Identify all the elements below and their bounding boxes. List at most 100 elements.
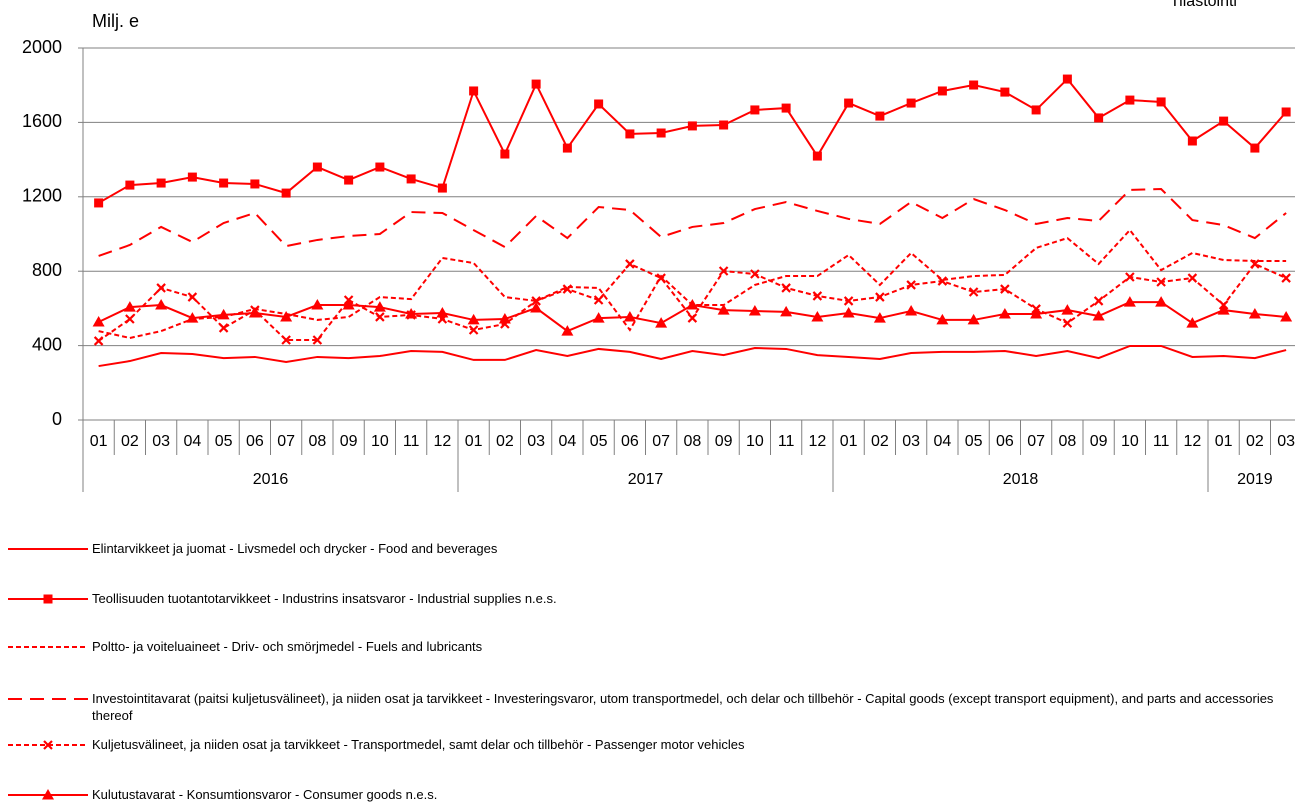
marker xyxy=(217,308,230,320)
marker xyxy=(405,307,418,319)
series-line xyxy=(98,187,1287,257)
marker xyxy=(594,99,604,109)
marker xyxy=(998,307,1011,319)
marker xyxy=(42,789,54,800)
marker xyxy=(780,305,793,317)
marker xyxy=(1000,284,1010,294)
marker xyxy=(500,149,510,159)
marker xyxy=(43,740,53,750)
marker xyxy=(373,301,386,312)
marker xyxy=(467,313,480,325)
marker xyxy=(530,302,543,313)
marker xyxy=(687,121,697,131)
x-tick-label: 04 xyxy=(183,433,201,450)
marker xyxy=(1092,310,1105,321)
x-tick-label: 03 xyxy=(902,433,920,450)
x-tick-label: 01 xyxy=(840,433,858,450)
marker xyxy=(218,323,229,333)
marker xyxy=(718,266,729,276)
marker xyxy=(969,80,979,90)
legend-label: Kuljetusvälineet, ja niiden osat ja tarv… xyxy=(92,737,745,752)
year-label: 2016 xyxy=(253,471,289,488)
marker xyxy=(125,314,135,324)
x-tick-label: 10 xyxy=(1121,433,1139,450)
marker xyxy=(655,317,668,328)
marker xyxy=(623,310,636,322)
marker xyxy=(1031,105,1041,115)
marker xyxy=(1248,307,1261,319)
legend-label: Teollisuuden tuotantotarvikkeet - Indust… xyxy=(92,591,557,606)
marker xyxy=(219,178,229,188)
marker xyxy=(844,98,854,108)
marker xyxy=(1093,296,1104,306)
x-tick-label: 02 xyxy=(1246,433,1264,450)
marker xyxy=(1281,273,1291,283)
marker xyxy=(1125,95,1135,105)
marker xyxy=(281,188,291,198)
x-tick-label: 08 xyxy=(308,433,326,450)
marker xyxy=(592,312,605,323)
marker xyxy=(248,307,261,318)
marker xyxy=(187,172,197,182)
marker xyxy=(187,292,198,302)
marker xyxy=(186,312,199,323)
marker xyxy=(1155,296,1168,307)
y-tick-label: 400 xyxy=(32,334,62,354)
corner-text: Tilastointi xyxy=(1170,0,1237,10)
marker xyxy=(593,295,604,305)
x-tick-label: 03 xyxy=(1277,433,1295,450)
marker xyxy=(906,280,916,290)
x-tick-label: 06 xyxy=(246,433,264,450)
marker xyxy=(686,299,699,310)
marker xyxy=(1094,113,1104,123)
marker xyxy=(812,151,822,161)
marker xyxy=(842,307,855,318)
x-tick-label: 12 xyxy=(433,433,451,450)
marker xyxy=(1156,97,1166,107)
x-tick-label: 01 xyxy=(465,433,483,450)
marker xyxy=(43,594,53,604)
marker xyxy=(123,301,136,312)
x-tick-label: 05 xyxy=(215,433,233,450)
marker xyxy=(156,283,166,293)
marker xyxy=(531,79,541,89)
marker xyxy=(281,335,291,345)
x-tick-label: 01 xyxy=(1215,433,1233,450)
x-tick-label: 09 xyxy=(340,433,358,450)
x-tick-label: 07 xyxy=(277,433,295,450)
legend-label: Kulutustavarat - Konsumtionsvaror - Cons… xyxy=(92,787,438,802)
x-tick-label: 02 xyxy=(121,433,139,450)
marker xyxy=(311,299,324,310)
x-tick-label: 02 xyxy=(871,433,889,450)
x-tick-label: 03 xyxy=(527,433,545,450)
marker xyxy=(92,315,105,327)
marker xyxy=(781,103,791,113)
marker xyxy=(1250,259,1260,269)
legend-label: Investointitavarat (paitsi kuljetusvälin… xyxy=(92,691,1274,723)
x-tick-label: 11 xyxy=(778,433,795,450)
marker xyxy=(811,310,824,322)
x-tick-label: 04 xyxy=(558,433,576,450)
marker xyxy=(531,296,541,306)
marker xyxy=(625,129,635,139)
marker xyxy=(1250,143,1260,153)
marker xyxy=(436,307,449,318)
x-tick-label: 03 xyxy=(152,433,170,450)
marker xyxy=(1156,277,1166,287)
year-label: 2018 xyxy=(1003,471,1039,488)
marker xyxy=(94,198,104,208)
legend-label: Elintarvikkeet ja juomat - Livsmedel och… xyxy=(92,541,498,556)
year-label: 2019 xyxy=(1237,471,1273,488)
marker xyxy=(656,273,666,283)
legend-label: Poltto- ja voiteluaineet - Driv- och smö… xyxy=(92,639,483,654)
series-line xyxy=(98,228,1287,339)
y-tick-label: 1600 xyxy=(22,111,62,131)
marker xyxy=(375,312,385,322)
y-tick-label: 0 xyxy=(52,409,62,429)
marker xyxy=(968,287,979,297)
marker xyxy=(312,335,323,345)
marker xyxy=(656,128,666,138)
x-tick-label: 09 xyxy=(715,433,733,450)
